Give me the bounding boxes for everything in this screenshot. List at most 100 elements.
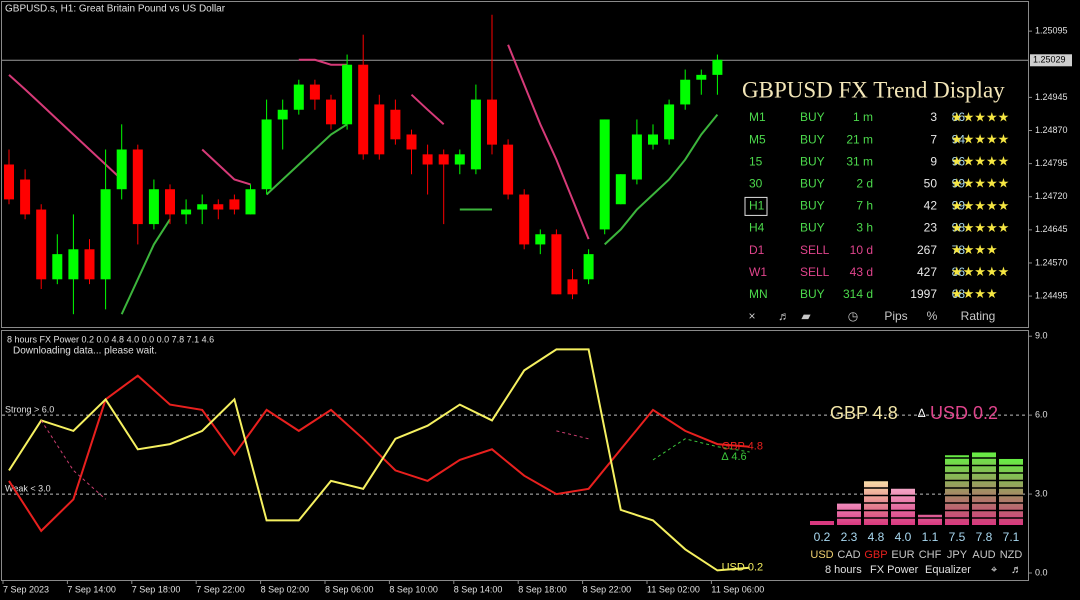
- candle-body: [84, 249, 95, 280]
- rating: ★★★★★: [951, 264, 1009, 279]
- percent: 96: [952, 154, 966, 168]
- candle-body: [712, 59, 723, 75]
- footer-item: ▰: [801, 309, 811, 323]
- pips: 9: [930, 154, 937, 168]
- rating: ★★★★★: [951, 109, 1009, 124]
- strength-value: 0.2: [814, 530, 831, 544]
- level-label: Strong > 6.0: [5, 405, 54, 415]
- footer-item: %: [927, 309, 938, 323]
- age: 31 m: [846, 154, 873, 168]
- candle-body: [680, 79, 691, 105]
- candle-body: [503, 144, 514, 195]
- headline: ∆: [918, 406, 926, 420]
- x-tick-label: 7 Sep 18:00: [132, 584, 181, 594]
- currency-label: CAD: [837, 549, 860, 561]
- strength-value: 2.3: [841, 530, 858, 544]
- candle-body: [454, 154, 465, 165]
- signal: SELL: [800, 265, 830, 279]
- series-line: [8, 348, 750, 572]
- candle-body: [36, 209, 47, 280]
- signal: BUY: [800, 287, 825, 301]
- status-text: Downloading data... please wait.: [13, 346, 157, 357]
- footer-item: Equalizer: [925, 564, 971, 576]
- signal: BUY: [800, 199, 825, 213]
- candle-body: [132, 149, 143, 225]
- candle-body: [309, 84, 320, 100]
- percent: 86: [952, 265, 966, 279]
- timeframe: M1: [749, 110, 766, 124]
- percent: 86: [952, 110, 966, 124]
- y-tick-label: 1.24720: [1035, 191, 1068, 201]
- strength-value: 4.0: [895, 530, 912, 544]
- pips: 3: [930, 110, 937, 124]
- series-label: ∆ 4.6: [722, 451, 747, 463]
- footer-item: ◷: [848, 309, 858, 323]
- percent: 94: [952, 132, 966, 146]
- candle-body: [261, 119, 272, 190]
- candle-body: [342, 64, 353, 125]
- signal: SELL: [800, 243, 830, 257]
- series-line: [120, 113, 719, 315]
- candle-body: [165, 189, 175, 215]
- currency-label: CHF: [919, 549, 942, 561]
- y-tick-label: 1.24870: [1035, 125, 1068, 135]
- candle-body: [100, 189, 111, 280]
- trend-title: GBPUSD FX Trend Display: [742, 77, 1005, 102]
- y-tick-label: 1.24570: [1035, 257, 1068, 267]
- series-line: [40, 420, 589, 500]
- footer-item: ♬: [778, 309, 790, 323]
- footer-item: 8 hours: [825, 564, 862, 576]
- age: 21 m: [846, 132, 873, 146]
- strength-bar: [918, 514, 942, 525]
- percent: 98: [952, 221, 966, 235]
- timeframe: D1: [749, 243, 765, 257]
- signal: BUY: [800, 132, 825, 146]
- selected-box: [744, 196, 768, 216]
- age: 7 h: [856, 199, 873, 213]
- pips: 50: [924, 176, 938, 190]
- x-tick-label: 8 Sep 18:00: [518, 584, 567, 594]
- timeframe: MN: [749, 287, 768, 301]
- y-tick-label: 3.0: [1035, 488, 1048, 498]
- candle-body: [197, 204, 208, 210]
- headline: USD 0.2: [930, 403, 998, 423]
- candle-body: [438, 154, 449, 165]
- x-tick-label: 7 Sep 22:00: [196, 584, 245, 594]
- x-tick-label: 8 Sep 22:00: [583, 584, 632, 594]
- timeframe: 15: [749, 154, 763, 168]
- candle-body: [358, 64, 369, 155]
- y-tick-label: 0.0: [1035, 567, 1048, 577]
- candle-body: [245, 189, 256, 215]
- timeframe: 30: [749, 176, 763, 190]
- currency-label: JPY: [947, 549, 968, 561]
- pips: 7: [930, 132, 937, 146]
- currency-label: GBP: [864, 549, 887, 561]
- pips: 1997: [910, 287, 937, 301]
- percent: 68: [952, 287, 966, 301]
- candle-body: [52, 254, 63, 280]
- pips: 42: [924, 199, 938, 213]
- footer-item: Pips: [884, 309, 907, 323]
- candle-body: [20, 179, 31, 215]
- signal: BUY: [800, 154, 825, 168]
- timeframe: H4: [749, 221, 765, 235]
- candle-body: [567, 279, 578, 295]
- power-panel: [1, 330, 1029, 581]
- current-price-label: 1.25029: [1033, 55, 1066, 65]
- strength-bar: [891, 487, 915, 525]
- candle-body: [229, 199, 240, 210]
- x-tick-label: 8 Sep 14:00: [454, 584, 503, 594]
- signal: BUY: [800, 176, 825, 190]
- current-price-box: [1030, 54, 1072, 67]
- strength-value: 1.1: [922, 530, 939, 544]
- candle-body: [148, 189, 159, 225]
- age: 314 d: [843, 287, 873, 301]
- age: 1 m: [853, 110, 873, 124]
- candle-body: [277, 109, 288, 120]
- rating: ★★★★: [951, 242, 998, 257]
- signal: BUY: [800, 221, 825, 235]
- x-tick-label: 8 Sep 06:00: [325, 584, 374, 594]
- rating: ★★★★★: [951, 220, 1009, 235]
- percent: 99: [952, 176, 966, 190]
